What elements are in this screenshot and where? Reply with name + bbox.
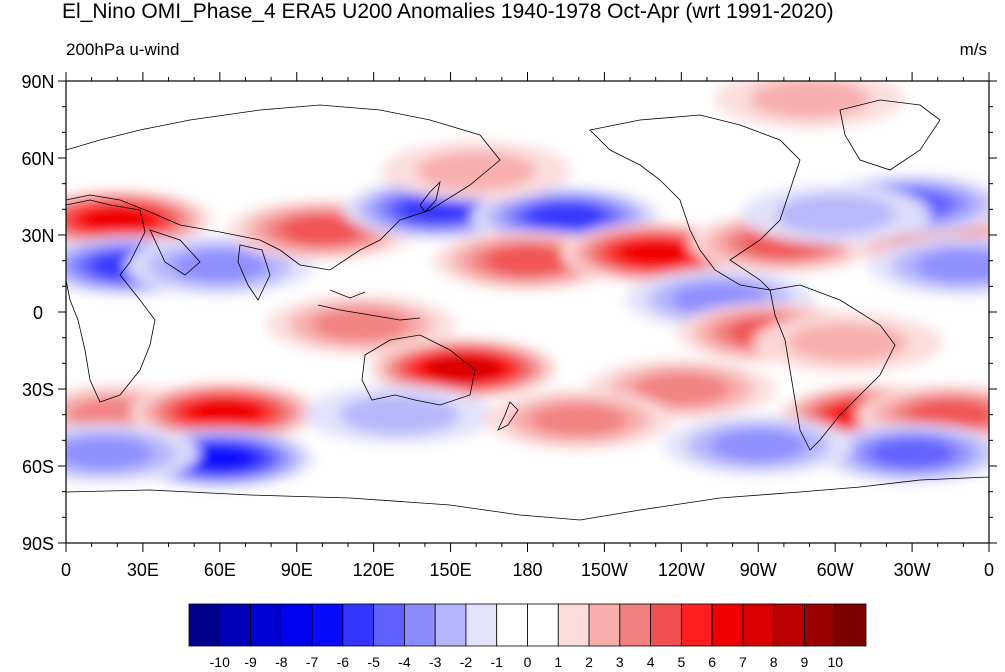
anomaly-contour — [339, 394, 460, 435]
lon-tick-label: 180 — [512, 560, 542, 580]
colorbar-label: 8 — [770, 654, 778, 670]
lat-tick-label: 60S — [22, 457, 54, 477]
anomaly-contour — [312, 308, 410, 342]
lon-tick-label: 30W — [894, 560, 931, 580]
lat-tick-label: 60N — [21, 149, 54, 169]
map-title: El_Nino OMI_Phase_4 ERA5 U200 Anomalies … — [62, 0, 834, 23]
lon-tick-label: 150W — [581, 560, 628, 580]
anomaly-contour — [775, 194, 896, 235]
colorbar-label: -6 — [337, 654, 350, 670]
colorbar-label: -2 — [460, 654, 473, 670]
anomaly-contour — [915, 249, 989, 283]
colorbar-swatch — [219, 603, 251, 647]
colorbar-label: 3 — [616, 654, 624, 670]
colorbar-label: 5 — [677, 654, 685, 670]
colorbar-label: -4 — [398, 654, 411, 670]
colorbar-swatch — [804, 603, 836, 647]
colorbar-swatch — [650, 603, 682, 647]
lon-tick-label: 30E — [127, 560, 159, 580]
units-label: m/s — [959, 40, 987, 59]
anomaly-contour — [908, 399, 989, 430]
anomaly-contour — [428, 355, 499, 382]
anomaly-contour — [787, 322, 908, 363]
anomaly-contour — [279, 214, 365, 245]
colorbar-swatch — [496, 603, 528, 647]
anomaly-contour — [633, 372, 730, 406]
colorbar-label: -10 — [210, 654, 230, 670]
anomaly-contour — [188, 398, 262, 426]
anomaly-field — [66, 81, 989, 489]
colorbar-label: 9 — [801, 654, 809, 670]
colorbar-swatch — [373, 603, 405, 647]
colorbar-swatch — [619, 603, 651, 647]
lon-tick-label: 150E — [430, 560, 472, 580]
anomaly-contour — [80, 206, 154, 233]
lat-tick-label: 30S — [22, 380, 54, 400]
colorbar-label: 6 — [708, 654, 716, 670]
colorbar-label: -5 — [367, 654, 380, 670]
colorbar: -10 -9 -8 -7 -6 -5 -4 -3 -2 -1 0 1 2 3 4 5 6 7 8 9 10 — [188, 603, 867, 670]
anomaly-contour — [869, 438, 955, 469]
anomaly-contour — [749, 81, 870, 119]
coastlines — [66, 99, 989, 521]
colorbar-label: 10 — [827, 654, 843, 670]
colorbar-swatch — [557, 603, 590, 647]
colorbar-swatch — [280, 603, 313, 647]
colorbar-label: 2 — [585, 654, 593, 670]
lon-tick-label: 0 — [984, 560, 994, 580]
colorbar-label: -1 — [491, 654, 504, 670]
lon-tick-label: 90E — [281, 560, 313, 580]
lat-tick-label: 0 — [33, 303, 43, 323]
anomaly-contour — [183, 444, 257, 472]
colorbar-swatch — [342, 603, 375, 647]
anomaly-contour — [66, 436, 153, 470]
colorbar-label: 4 — [647, 654, 655, 670]
colorbar-label: 0 — [524, 654, 532, 670]
anomaly-contour — [709, 428, 807, 463]
colorbar-swatch — [711, 603, 744, 647]
colorbar-swatch — [834, 603, 867, 647]
axis-ticks: 90N 60N 30N 0 30S 60S 90S 0 30E 60E 90E 120E 150E 180… — [21, 72, 997, 580]
colorbar-swatch — [773, 603, 805, 647]
colorbar-label: 1 — [554, 654, 562, 670]
colorbar-swatch — [311, 603, 344, 647]
anomaly-contour — [398, 195, 477, 224]
colorbar-swatch — [434, 603, 467, 647]
lon-tick-label: 120E — [353, 560, 395, 580]
colorbar-label: -7 — [306, 654, 319, 670]
anomaly-contour — [526, 203, 605, 232]
lon-tick-label: 60W — [817, 560, 854, 580]
anomaly-contour — [416, 150, 537, 191]
colorbar-swatch — [404, 603, 436, 647]
anomaly-contour — [171, 249, 269, 283]
lat-tick-label: 30N — [21, 226, 54, 246]
colorbar-swatch — [527, 603, 559, 647]
colorbar-swatch — [465, 603, 498, 647]
colorbar-swatch — [742, 603, 775, 647]
anomaly-contour — [619, 239, 693, 267]
lon-tick-label: 60E — [204, 560, 236, 580]
colorbar-label: -9 — [244, 654, 257, 670]
lat-tick-label: 90S — [22, 534, 54, 554]
colorbar-swatch — [680, 603, 713, 647]
colorbar-label: -8 — [275, 654, 288, 670]
anomaly-contour — [530, 403, 628, 437]
variable-label: 200hPa u-wind — [66, 40, 180, 59]
colorbar-label: 7 — [739, 654, 747, 670]
colorbar-swatch — [250, 603, 282, 647]
colorbar-swatch — [588, 603, 621, 647]
lon-tick-label: 90W — [740, 560, 777, 580]
lon-tick-label: 0 — [61, 560, 71, 580]
colorbar-label: -3 — [429, 654, 442, 670]
anomaly-contour — [485, 245, 570, 276]
colorbar-swatch — [188, 603, 221, 647]
lat-tick-label: 90N — [21, 72, 54, 92]
lon-tick-label: 120W — [658, 560, 705, 580]
